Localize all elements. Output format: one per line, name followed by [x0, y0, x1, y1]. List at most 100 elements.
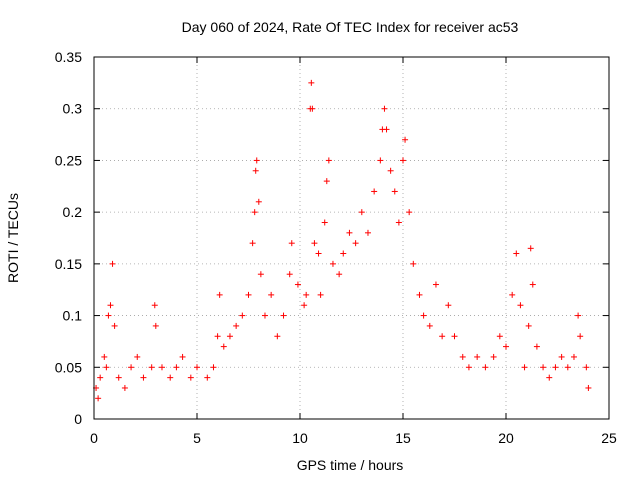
- data-point: [303, 291, 310, 298]
- data-point: [426, 322, 433, 329]
- data-point: [358, 209, 365, 216]
- data-point: [329, 260, 336, 267]
- data-point: [251, 209, 258, 216]
- data-point: [391, 188, 398, 195]
- data-point: [226, 333, 233, 340]
- data-point: [490, 353, 497, 360]
- data-point: [187, 374, 194, 381]
- data-point: [509, 291, 516, 298]
- data-point: [325, 157, 332, 164]
- data-point: [381, 105, 388, 112]
- data-point: [210, 364, 217, 371]
- data-point: [288, 240, 295, 247]
- y-tick-label: 0.2: [63, 204, 83, 220]
- data-point: [274, 333, 281, 340]
- data-point: [540, 364, 547, 371]
- y-tick-label: 0.25: [55, 152, 82, 168]
- data-point: [179, 353, 186, 360]
- data-point: [294, 281, 301, 288]
- data-point: [482, 364, 489, 371]
- data-point: [194, 364, 200, 371]
- data-point: [158, 364, 165, 371]
- data-point: [552, 364, 559, 371]
- data-point: [420, 312, 427, 319]
- data-point: [459, 353, 466, 360]
- data-point: [255, 198, 262, 205]
- data-point: [583, 364, 590, 371]
- data-point: [220, 343, 227, 350]
- data-point: [111, 322, 118, 329]
- data-point: [311, 240, 318, 247]
- y-tick-label: 0.1: [63, 308, 83, 324]
- y-tick-label: 0.3: [63, 101, 83, 117]
- data-point: [383, 126, 390, 133]
- data-point: [451, 333, 458, 340]
- data-point: [239, 312, 246, 319]
- data-point: [377, 157, 384, 164]
- data-point: [115, 374, 122, 381]
- data-point: [533, 343, 540, 350]
- y-axis-label: ROTI / TECUs: [5, 193, 21, 283]
- data-point: [336, 271, 343, 278]
- x-tick-label: 20: [498, 430, 514, 446]
- data-point: [340, 250, 347, 257]
- data-point: [105, 312, 112, 319]
- data-point: [109, 260, 116, 267]
- data-point: [261, 312, 268, 319]
- data-point: [152, 322, 159, 329]
- data-point: [387, 167, 394, 174]
- data-point: [317, 291, 324, 298]
- y-tick-label: 0.15: [55, 256, 82, 272]
- y-tick-label: 0.35: [55, 49, 82, 65]
- data-point: [107, 302, 114, 309]
- data-point: [474, 353, 481, 360]
- data-point: [439, 333, 446, 340]
- data-point: [245, 291, 252, 298]
- data-point: [352, 240, 359, 247]
- data-point: [140, 374, 147, 381]
- data-point: [214, 333, 221, 340]
- data-point: [249, 240, 256, 247]
- data-point: [558, 353, 565, 360]
- data-point: [301, 302, 308, 309]
- data-point: [400, 157, 406, 164]
- data-point: [134, 353, 141, 360]
- data-point: [97, 374, 104, 381]
- chart-title: Day 060 of 2024, Rate Of TEC Index for r…: [182, 19, 519, 35]
- data-point: [95, 395, 102, 402]
- data-point: [346, 229, 353, 236]
- data-point: [167, 374, 174, 381]
- data-point: [564, 364, 571, 371]
- data-point: [585, 384, 592, 391]
- data-point: [148, 364, 155, 371]
- data-point: [410, 260, 417, 267]
- data-point: [529, 281, 536, 288]
- data-point: [513, 250, 520, 257]
- data-point: [128, 364, 135, 371]
- x-tick-labels: 0 5 10 15 20 25: [90, 430, 617, 446]
- data-point: [309, 105, 316, 112]
- data-point: [280, 312, 287, 319]
- x-axis-label: GPS time / hours: [297, 457, 404, 473]
- data-point: [445, 302, 452, 309]
- data-point: [577, 333, 584, 340]
- data-point: [151, 302, 158, 309]
- data-point: [268, 291, 275, 298]
- data-point: [103, 364, 110, 371]
- data-point: [121, 384, 128, 391]
- data-point: [216, 291, 223, 298]
- data-point: [503, 343, 509, 350]
- y-tick-label: 0.05: [55, 359, 82, 375]
- data-point: [465, 364, 472, 371]
- plot-frame: [93, 56, 610, 420]
- data-point: [575, 312, 582, 319]
- data-point: [101, 353, 108, 360]
- data-point: [321, 219, 328, 226]
- data-point: [173, 364, 180, 371]
- x-tick-label: 0: [90, 430, 98, 446]
- x-tick-label: 25: [601, 430, 617, 446]
- y-tick-labels: 0 0.05 0.1 0.15 0.2 0.25 0.3 0.35: [55, 49, 82, 427]
- data-point: [402, 136, 409, 143]
- data-point: [432, 281, 439, 288]
- data-point: [527, 245, 534, 252]
